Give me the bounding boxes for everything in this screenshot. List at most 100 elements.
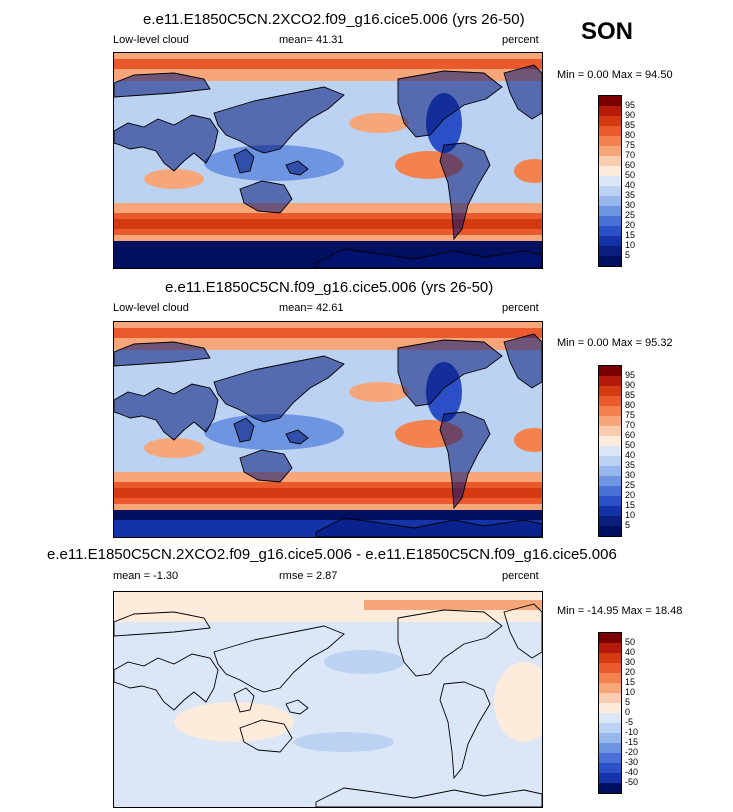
- panel1-title: e.e11.E1850C5CN.2XCO2.f09_g16.cice5.006 …: [143, 11, 525, 28]
- colorbar-swatch: [599, 703, 621, 713]
- continent-outline: [285, 429, 309, 445]
- colorbar-swatch: [599, 366, 621, 376]
- panel1-units-label: percent: [502, 34, 539, 46]
- colorbar-label: -5: [625, 717, 634, 727]
- panel1-map: [113, 52, 543, 269]
- colorbar-swatch: [599, 136, 621, 146]
- continent-outline: [233, 417, 255, 443]
- colorbar-label: 25: [625, 480, 636, 490]
- colorbar-label: 70: [625, 420, 636, 430]
- panel2-minmax: Min = 0.00 Max = 95.32: [557, 337, 673, 349]
- colorbar-label: 5: [625, 697, 631, 707]
- colorbar-label: 20: [625, 667, 636, 677]
- continent-outline: [114, 653, 219, 711]
- colorbar-label: 15: [625, 230, 636, 240]
- colorbar-swatch: [599, 416, 621, 426]
- colorbar-swatch: [599, 476, 621, 486]
- season-label: SON: [581, 18, 634, 45]
- colorbar-label: 15: [625, 500, 636, 510]
- continent-outline: [439, 142, 491, 241]
- panel2-variable-label: Low-level cloud: [113, 302, 189, 314]
- colorbar-label: 10: [625, 510, 636, 520]
- continent-outline: [503, 64, 542, 120]
- colorbar-swatch: [599, 643, 621, 653]
- continent-outline: [114, 611, 211, 637]
- colorbar-swatch: [599, 376, 621, 386]
- continent-outline: [315, 517, 542, 537]
- colorbar-swatch: [599, 743, 621, 753]
- continent-outline: [503, 333, 542, 389]
- map-field: [114, 53, 542, 268]
- colorbar-label: 85: [625, 390, 636, 400]
- colorbar-swatch: [599, 146, 621, 156]
- continent-outline: [439, 681, 491, 780]
- colorbar-label: 15: [625, 677, 636, 687]
- colorbar-label: -15: [625, 737, 639, 747]
- colorbar-label: -50: [625, 777, 639, 787]
- colorbar-swatch: [599, 446, 621, 456]
- colorbar-label: 75: [625, 140, 636, 150]
- continent-outline: [114, 341, 211, 367]
- colorbar-swatch: [599, 733, 621, 743]
- colorbar-label: 50: [625, 170, 636, 180]
- panel2-units-label: percent: [502, 302, 539, 314]
- continent-outline: [315, 787, 542, 807]
- colorbar-swatch: [599, 246, 621, 256]
- colorbar-swatch: [599, 683, 621, 693]
- colorbar-swatch: [599, 96, 621, 106]
- colorbar-swatch: [599, 713, 621, 723]
- colorbar-swatch: [599, 723, 621, 733]
- colorbar-label: 10: [625, 687, 636, 697]
- panel3-units-label: percent: [502, 570, 539, 582]
- colorbar-swatch: [599, 486, 621, 496]
- colorbar-swatch: [599, 396, 621, 406]
- colorbar-label: 75: [625, 410, 636, 420]
- panel2-colorbar: [598, 365, 622, 537]
- continent-outline: [239, 180, 293, 214]
- colorbar-label: 5: [625, 250, 631, 260]
- colorbar-label: 90: [625, 110, 636, 120]
- colorbar-swatch: [599, 166, 621, 176]
- colorbar-swatch: [599, 236, 621, 246]
- panel1-minmax: Min = 0.00 Max = 94.50: [557, 69, 673, 81]
- panel3-colorbar: [598, 632, 622, 794]
- continent-outline: [439, 411, 491, 510]
- continent-outline: [397, 339, 503, 407]
- colorbar-label: 30: [625, 657, 636, 667]
- continent-outline: [285, 160, 309, 176]
- panel3-minmax: Min = -14.95 Max = 18.48: [557, 605, 683, 617]
- colorbar-label: 35: [625, 460, 636, 470]
- colorbar-swatch: [599, 633, 621, 643]
- colorbar-label: 10: [625, 240, 636, 250]
- colorbar-label: 20: [625, 220, 636, 230]
- colorbar-swatch: [599, 386, 621, 396]
- colorbar-label: -30: [625, 757, 639, 767]
- colorbar-swatch: [599, 763, 621, 773]
- colorbar-swatch: [599, 406, 621, 416]
- colorbar-swatch: [599, 156, 621, 166]
- colorbar-swatch: [599, 753, 621, 763]
- colorbar-label: 20: [625, 490, 636, 500]
- colorbar-swatch: [599, 506, 621, 516]
- colorbar-label: 50: [625, 637, 636, 647]
- continent-outline: [239, 449, 293, 483]
- colorbar-swatch: [599, 773, 621, 783]
- panel3-title: e.e11.E1850C5CN.2XCO2.f09_g16.cice5.006 …: [47, 546, 617, 563]
- continent-outline: [503, 603, 542, 659]
- colorbar-swatch: [599, 466, 621, 476]
- colorbar-label: -40: [625, 767, 639, 777]
- colorbar-label: 60: [625, 430, 636, 440]
- colorbar-label: 70: [625, 150, 636, 160]
- colorbar-swatch: [599, 206, 621, 216]
- colorbar-label: 80: [625, 130, 636, 140]
- colorbar-swatch: [599, 176, 621, 186]
- colorbar-swatch: [599, 456, 621, 466]
- colorbar-swatch: [599, 783, 621, 793]
- colorbar-label: -10: [625, 727, 639, 737]
- continent-outline: [239, 719, 293, 753]
- colorbar-label: -20: [625, 747, 639, 757]
- continent-outline: [114, 114, 219, 172]
- continent-outline: [233, 687, 255, 713]
- colorbar-label: 30: [625, 470, 636, 480]
- colorbar-label: 85: [625, 120, 636, 130]
